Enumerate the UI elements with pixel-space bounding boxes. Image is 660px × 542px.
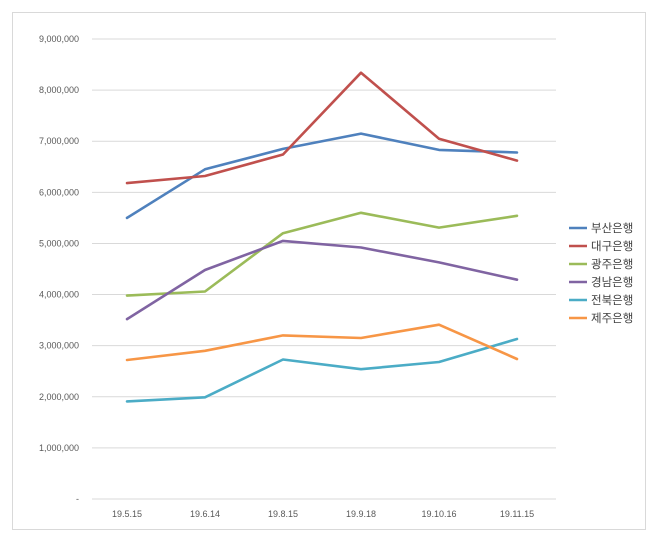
- series-line-광주은행: [125, 211, 519, 297]
- legend-label: 부산은행: [591, 222, 633, 235]
- y-tick-label: 8,000,000: [39, 85, 79, 95]
- chart-frame: - 1,000,000 2,000,000 3,000,000 4,000,000 5,0…: [12, 12, 646, 530]
- y-tick-label: 9,000,000: [39, 34, 79, 44]
- y-tick-label: 5,000,000: [39, 238, 79, 248]
- legend-label: 대구은행: [591, 240, 633, 253]
- y-tick-label: 2,000,000: [39, 392, 79, 402]
- y-tick-label: 4,000,000: [39, 290, 79, 300]
- series-line-부산은행: [125, 132, 519, 220]
- line-chart: - 1,000,000 2,000,000 3,000,000 4,000,000 5,0…: [39, 34, 633, 519]
- legend-label: 전북은행: [591, 294, 633, 307]
- series-line-대구은행: [125, 71, 519, 185]
- series-lines: [125, 71, 519, 403]
- legend-label: 제주은행: [591, 312, 633, 325]
- legend-label: 경남은행: [591, 275, 633, 289]
- series-line-제주은행: [125, 323, 519, 362]
- series-line-전북은행: [125, 337, 519, 403]
- x-tick-label: 19.5.15: [112, 509, 142, 519]
- y-tick-label: 3,000,000: [39, 341, 79, 351]
- x-tick-label: 19.10.16: [421, 509, 456, 519]
- x-tick-label: 19.9.18: [346, 509, 376, 519]
- x-tick-label: 19.8.15: [268, 509, 298, 519]
- y-tick-label: 6,000,000: [39, 187, 79, 197]
- y-tick-label: 7,000,000: [39, 136, 79, 146]
- x-axis-tick-labels: 19.5.15 19.6.14 19.8.15 19.9.18 19.10.16 19.1…: [112, 509, 534, 519]
- y-tick-label: -: [76, 494, 79, 504]
- y-axis-tick-labels: - 1,000,000 2,000,000 3,000,000 4,000,000 5,0…: [39, 34, 79, 504]
- x-tick-label: 19.11.15: [500, 509, 534, 519]
- gridlines: [92, 38, 556, 500]
- x-tick-label: 19.6.14: [190, 509, 220, 519]
- y-tick-label: 1,000,000: [39, 443, 79, 453]
- series-line-경남은행: [125, 239, 519, 321]
- legend-label: 광주은행: [591, 258, 633, 271]
